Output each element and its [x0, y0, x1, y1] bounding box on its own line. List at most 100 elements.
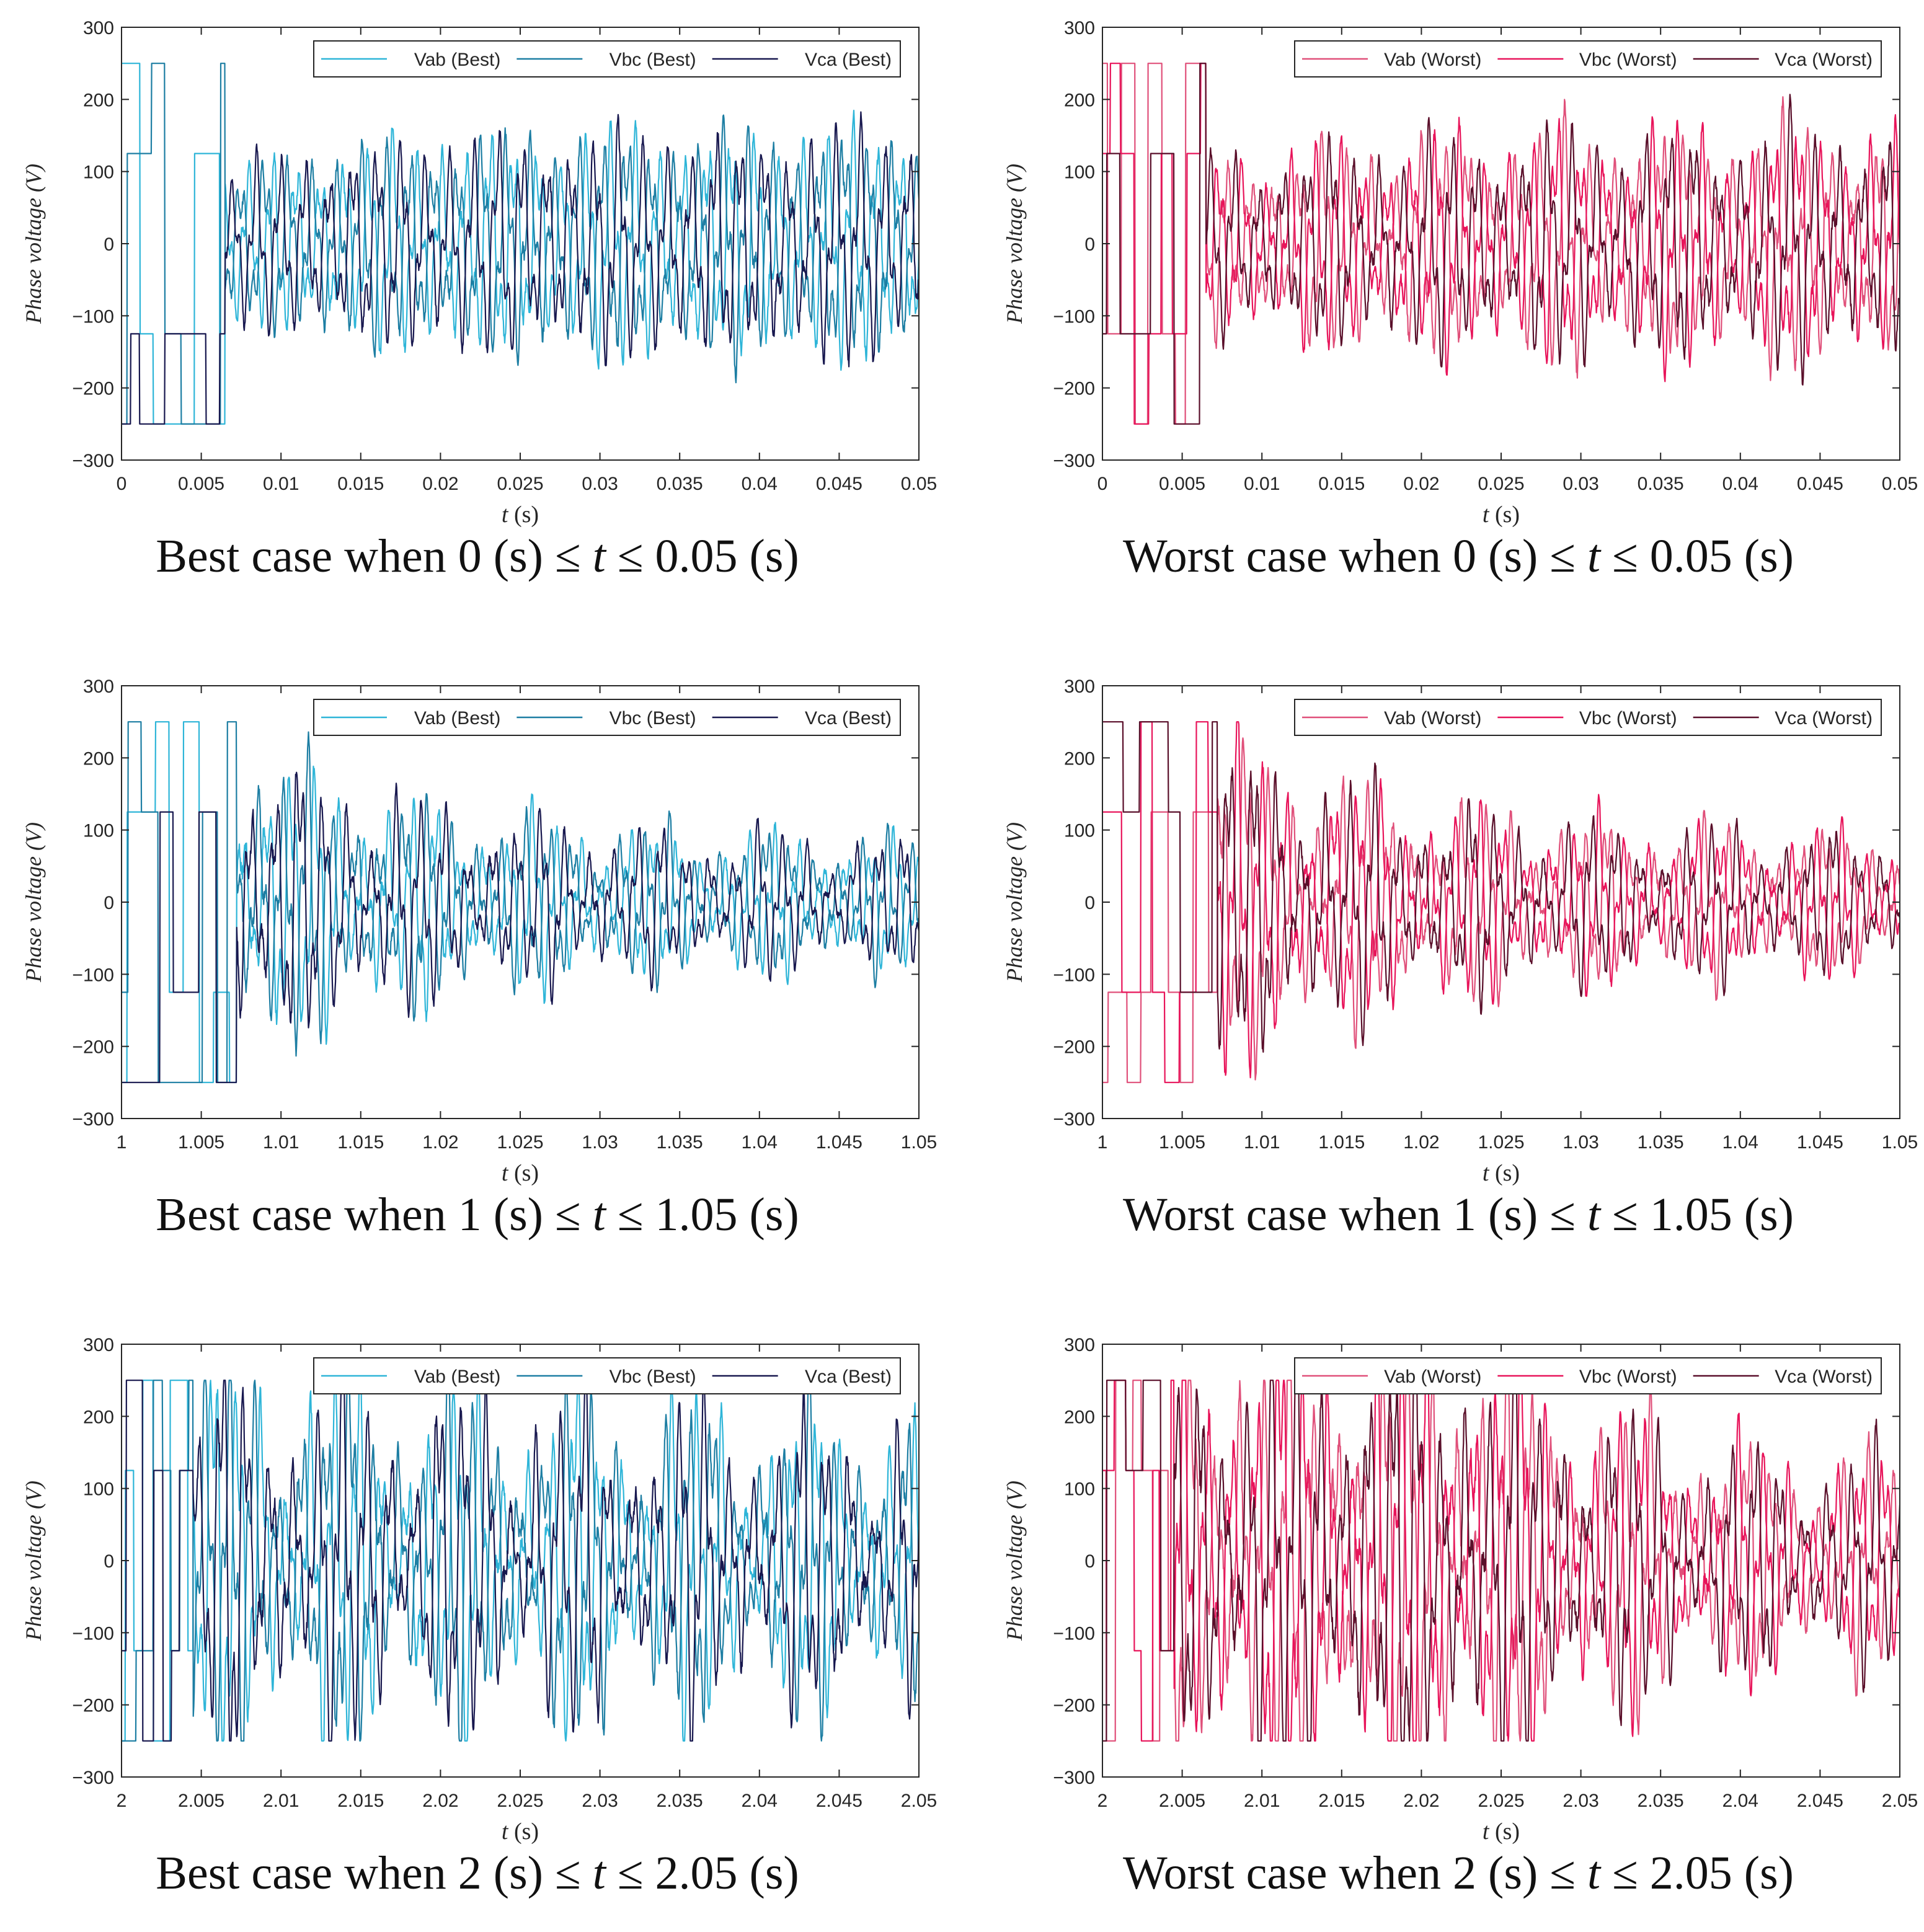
series-group: [1102, 721, 1900, 1083]
x-tick-label: 0.05: [901, 474, 937, 494]
caption-suffix: ≤ 1.05 (s): [1600, 1189, 1794, 1241]
x-tick-label: 2.05: [901, 1791, 937, 1811]
legend-label-2: Vbc (Worst): [1579, 708, 1677, 729]
x-axis-label: t (s): [1483, 1819, 1520, 1845]
y-tick-label: 0: [1084, 1551, 1095, 1572]
x-tick-label: 2.04: [742, 1791, 778, 1811]
y-tick-label: −300: [1053, 451, 1095, 471]
y-tick-label: 0: [104, 234, 114, 255]
caption-prefix: Worst case when 2 (s) ≤: [1123, 1847, 1587, 1899]
plot-frame: [1102, 685, 1900, 1119]
y-tick-label: 200: [1064, 90, 1095, 110]
panel-caption: Worst case when 0 (s) ≤ t ≤ 0.05 (s): [1123, 530, 1794, 582]
x-tick-label: 0.02: [422, 474, 458, 494]
x-tick-label: 1: [1097, 1132, 1108, 1153]
y-tick-label: −200: [1053, 1037, 1095, 1058]
legend-label-1: Vab (Best): [414, 1367, 501, 1387]
chart-panel-1: 0 0.005 0.01 0.015 0.02 0.025 0.03 0.035 0.04 0.0…: [21, 18, 937, 582]
y-axis-label: Phase voltage (V): [1002, 1481, 1027, 1641]
x-axis-unit: (s): [1489, 502, 1520, 528]
caption-prefix: Worst case when 1 (s) ≤: [1123, 1189, 1587, 1241]
y-tick-label: −300: [72, 1109, 114, 1130]
x-tick-label: 2.045: [1797, 1791, 1843, 1811]
x-tick-label: 2.01: [1244, 1791, 1280, 1811]
x-tick-label: 2.03: [1563, 1791, 1598, 1811]
caption-prefix: Best case when 1 (s) ≤: [156, 1189, 592, 1241]
x-tick-label: 0.01: [263, 474, 299, 494]
y-tick-label: 100: [1064, 162, 1095, 183]
x-tick-label: 2.015: [1318, 1791, 1365, 1811]
series-group: [122, 63, 919, 425]
x-axis-unit: (s): [1489, 1160, 1520, 1186]
series-line-3: [122, 111, 919, 425]
x-axis-var: t: [502, 1160, 509, 1186]
x-axis-var: t: [1483, 1819, 1490, 1845]
x-axis-unit: (s): [1489, 1819, 1520, 1845]
legend-label-3: Vca (Best): [805, 708, 892, 729]
x-tick-label: 1.025: [497, 1132, 543, 1153]
y-tick-label: −200: [72, 1037, 114, 1058]
y-tick-label: 0: [104, 1551, 114, 1572]
x-tick-label: 2.045: [816, 1791, 862, 1811]
x-tick-label: 1.005: [178, 1132, 224, 1153]
chart-panel-6: 2 2.005 2.01 2.015 2.02 2.025 2.03 2.035 2.04 2.0…: [1002, 1335, 1918, 1899]
x-tick-label: 0.045: [1797, 474, 1843, 494]
panel-caption: Worst case when 1 (s) ≤ t ≤ 1.05 (s): [1123, 1189, 1794, 1241]
x-tick-label: 0.05: [1882, 474, 1918, 494]
y-axis-label: Phase voltage (V): [21, 1481, 46, 1641]
y-tick-label: 200: [1064, 1407, 1095, 1427]
y-tick-label: −300: [1053, 1768, 1095, 1788]
x-axis-var: t: [1483, 502, 1490, 528]
series-line-2: [122, 1380, 919, 1742]
chart-panel-5: 2 2.005 2.01 2.015 2.02 2.025 2.03 2.035 2.04 2.0…: [21, 1335, 937, 1899]
x-tick-label: 2.015: [337, 1791, 384, 1811]
series-line-2: [1102, 63, 1900, 425]
x-tick-label: 0.005: [1159, 474, 1205, 494]
x-axis-label: t (s): [1483, 1160, 1520, 1186]
y-tick-label: −100: [72, 965, 114, 985]
legend-box: [313, 40, 901, 78]
x-tick-label: 2.05: [1882, 1791, 1918, 1811]
series-line-1: [1102, 1380, 1900, 1742]
x-axis-label: t (s): [502, 1819, 539, 1845]
x-tick-label: 1.035: [1638, 1132, 1684, 1153]
x-tick-label: 1.04: [742, 1132, 778, 1153]
y-tick-label: 300: [83, 676, 114, 697]
x-tick-label: 0: [1097, 474, 1108, 494]
caption-var: t: [1587, 1189, 1602, 1241]
x-axis-label: t (s): [502, 1160, 539, 1186]
series-line-1: [122, 721, 919, 1083]
x-tick-label: 1.01: [263, 1132, 299, 1153]
y-tick-label: 0: [104, 893, 114, 913]
x-tick-label: 1.045: [1797, 1132, 1843, 1153]
caption-var: t: [593, 1847, 607, 1899]
x-axis-label: t (s): [1483, 502, 1520, 528]
y-tick-label: −100: [1053, 965, 1095, 985]
x-tick-label: 0.035: [657, 474, 703, 494]
legend-box: [1294, 1357, 1882, 1394]
x-tick-label: 1.005: [1159, 1132, 1205, 1153]
y-tick-label: −300: [1053, 1109, 1095, 1130]
x-tick-label: 2: [1097, 1791, 1108, 1811]
legend-box: [1294, 40, 1882, 78]
y-tick-label: −300: [72, 1768, 114, 1788]
x-tick-label: 1.03: [1563, 1132, 1598, 1153]
legend-label-3: Vca (Worst): [1775, 50, 1873, 70]
series-group: [122, 721, 919, 1083]
x-tick-label: 1.045: [816, 1132, 862, 1153]
panel-caption: Worst case when 2 (s) ≤ t ≤ 2.05 (s): [1123, 1847, 1794, 1899]
x-axis-unit: (s): [508, 502, 539, 528]
x-axis-label: t (s): [502, 502, 539, 528]
y-tick-label: 300: [83, 1335, 114, 1355]
y-axis-label: Phase voltage (V): [21, 822, 46, 983]
y-tick-label: 100: [83, 821, 114, 841]
x-tick-label: 2.025: [497, 1791, 543, 1811]
caption-prefix: Best case when 0 (s) ≤: [156, 530, 592, 582]
x-axis-var: t: [502, 502, 509, 528]
x-tick-label: 0.015: [337, 474, 384, 494]
x-axis-var: t: [502, 1819, 509, 1845]
y-tick-label: 100: [1064, 1479, 1095, 1500]
legend-label-1: Vab (Best): [414, 50, 501, 70]
y-tick-label: 300: [1064, 18, 1095, 38]
x-axis-var: t: [1483, 1160, 1490, 1186]
